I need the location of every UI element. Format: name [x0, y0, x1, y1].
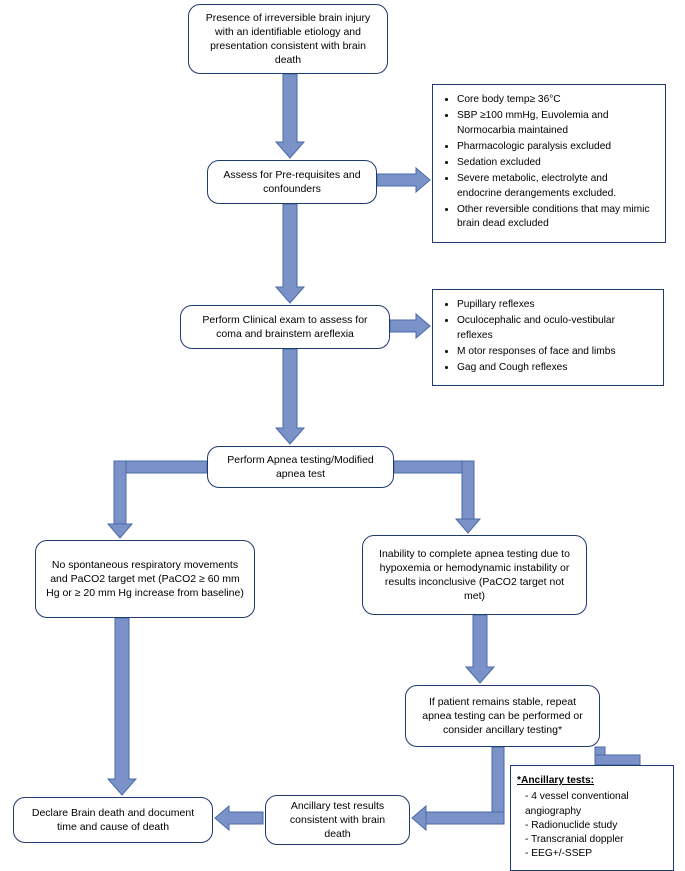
- list-item: Core body temp≥ 36°C: [457, 93, 655, 107]
- list-item: 4 vessel conventional angiography: [525, 790, 663, 819]
- infobox-dashlist: 4 vessel conventional angiographyRadionu…: [517, 790, 663, 861]
- list-item: Radionuclide study: [525, 819, 663, 833]
- list-item: Sedation excluded: [457, 156, 655, 170]
- node-prereq: Assess for Pre-requisites and confounder…: [207, 160, 377, 204]
- infobox-title: *Ancillary tests:: [517, 774, 663, 788]
- node-repeat-ancillary: If patient remains stable, repeat apnea …: [405, 685, 600, 747]
- infobox-exam: Pupillary reflexes Oculocephalic and ocul…: [432, 289, 664, 386]
- infobox-list: Pupillary reflexes Oculocephalic and ocul…: [439, 298, 653, 375]
- node-apnea-pass: No spontaneous respiratory movements and…: [35, 540, 255, 618]
- infobox-prereq: Core body temp≥ 36°C SBP ≥100 mmHg, Euvol…: [432, 84, 666, 243]
- list-item: Pupillary reflexes: [457, 298, 653, 312]
- node-declare-death: Declare Brain death and document time an…: [13, 797, 213, 843]
- node-label: No spontaneous respiratory movements and…: [46, 558, 244, 601]
- node-label: Assess for Pre-requisites and confounder…: [218, 168, 366, 196]
- node-apnea-test: Perform Apnea testing/Modified apnea tes…: [207, 446, 394, 488]
- node-ancillary-consistent: Ancillary test results consistent with b…: [265, 795, 410, 845]
- node-label: Ancillary test results consistent with b…: [276, 799, 399, 842]
- node-label: Perform Clinical exam to assess for coma…: [191, 313, 379, 341]
- list-item: Transcranial doppler: [525, 833, 663, 847]
- list-item: Oculocephalic and oculo-vestibular refle…: [457, 314, 653, 343]
- list-item: Pharmacologic paralysis excluded: [457, 140, 655, 154]
- infobox-list: Core body temp≥ 36°C SBP ≥100 mmHg, Euvol…: [439, 93, 655, 232]
- node-clinical-exam: Perform Clinical exam to assess for coma…: [180, 305, 390, 349]
- node-label: Presence of irreversible brain injury wi…: [199, 11, 377, 68]
- list-item: EEG+/-SSEP: [525, 847, 663, 861]
- list-item: SBP ≥100 mmHg, Euvolemia and Normocarbia…: [457, 109, 655, 138]
- list-item: Other reversible conditions that may mim…: [457, 203, 655, 232]
- node-apnea-fail: Inability to complete apnea testing due …: [362, 535, 587, 615]
- list-item: Severe metabolic, electrolyte and endocr…: [457, 172, 655, 201]
- infobox-ancillary: *Ancillary tests: 4 vessel conventional …: [510, 765, 674, 871]
- node-presence: Presence of irreversible brain injury wi…: [188, 4, 388, 74]
- list-item: M otor responses of face and limbs: [457, 345, 653, 359]
- list-item: Gag and Cough reflexes: [457, 361, 653, 375]
- node-label: If patient remains stable, repeat apnea …: [416, 695, 589, 738]
- node-label: Perform Apnea testing/Modified apnea tes…: [218, 453, 383, 481]
- node-label: Inability to complete apnea testing due …: [373, 547, 576, 604]
- node-label: Declare Brain death and document time an…: [24, 806, 202, 834]
